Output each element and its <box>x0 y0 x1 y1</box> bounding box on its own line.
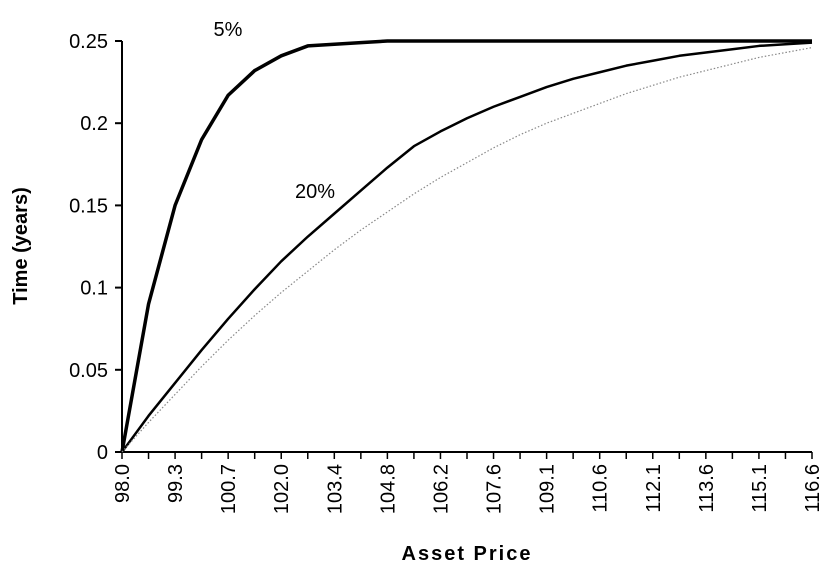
y-tick-label: 0.25 <box>69 31 108 53</box>
x-tick-label: 112.1 <box>643 464 665 513</box>
y-tick-label: 0 <box>97 442 108 464</box>
series-line <box>120 39 812 453</box>
y-tick-label: 0.1 <box>80 278 108 300</box>
x-tick-label: 100.7 <box>218 464 240 514</box>
series-line <box>120 41 813 453</box>
y-tick-label: 0.15 <box>69 195 108 217</box>
x-tick-label: 106.2 <box>430 464 452 514</box>
x-tick-label: 110.6 <box>590 464 612 513</box>
x-tick-label: 115.1 <box>749 464 771 513</box>
x-tick-label: 99.3 <box>165 464 187 503</box>
x-tick-label: 113.6 <box>696 464 718 513</box>
x-tick-label: 102.0 <box>271 464 293 514</box>
x-tick-label: 109.1 <box>537 464 559 514</box>
y-tick-label: 0.2 <box>80 113 108 135</box>
series-label: 5% <box>214 19 243 41</box>
y-axis-title: Time (years) <box>10 187 32 304</box>
x-tick-label: 103.4 <box>324 464 346 514</box>
series-label: 20% <box>295 181 335 203</box>
x-tick-label: 107.6 <box>484 464 506 514</box>
series-line <box>121 46 813 453</box>
y-tick-label: 0.05 <box>69 360 108 382</box>
x-tick-label: 104.8 <box>377 464 399 514</box>
x-tick-label: 116.6 <box>802 464 824 513</box>
x-axis-title: Asset Price <box>402 543 533 565</box>
x-tick-label: 98.0 <box>112 464 134 503</box>
